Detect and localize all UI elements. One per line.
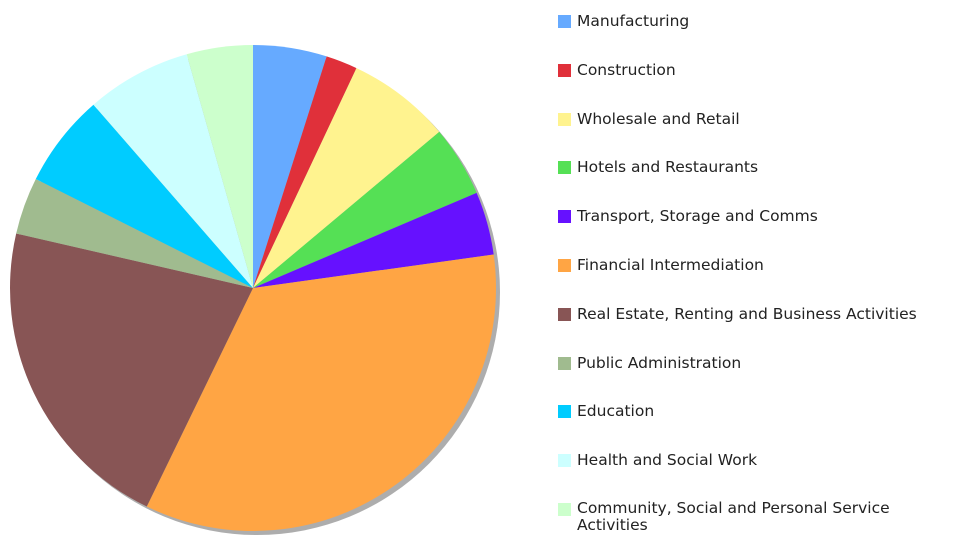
legend-swatch [558, 454, 571, 468]
legend-item: Construction [558, 61, 676, 79]
legend-label: Transport, Storage and Comms [577, 207, 818, 226]
legend-item: Wholesale and Retail [558, 110, 740, 128]
legend-item: Transport, Storage and Comms [558, 207, 818, 225]
pie-slice [146, 254, 496, 531]
legend-label: Financial Intermediation [577, 256, 764, 274]
legend-label: Hotels and Restaurants [577, 158, 759, 177]
legend-item: Manufacturing [558, 12, 689, 30]
legend-label: Wholesale and Retail [577, 109, 740, 128]
legend-label: Public Administration [577, 353, 742, 372]
legend-swatch [558, 63, 571, 77]
legend-label: Health and Social Work [577, 451, 758, 470]
legend-swatch [558, 210, 571, 224]
legend-item: Real Estate, Renting and Business Activi… [558, 305, 917, 323]
legend-item: Health and Social Work [558, 451, 757, 469]
legend-item: Community, Social and Personal Service A… [558, 500, 942, 534]
pie-slice [9, 233, 254, 507]
legend-label: Manufacturing [577, 12, 690, 30]
pie-slice [253, 68, 440, 288]
legend-swatch [558, 259, 571, 272]
legend-label: Real Estate, Renting and Business Activi… [577, 304, 917, 323]
legend-swatch [558, 15, 571, 28]
legend-item: Financial Intermediation [558, 256, 764, 274]
legend-label: Education [577, 402, 655, 421]
pie-slice [253, 131, 477, 288]
legend-swatch [558, 307, 571, 321]
legend-label: Community, Social and Personal Service A… [577, 499, 890, 534]
legend-swatch [558, 161, 571, 175]
pie-area [9, 45, 500, 535]
pie-slice [16, 179, 253, 288]
legend-swatch [558, 405, 571, 419]
legend-swatch [558, 503, 571, 516]
pie-slice [253, 192, 494, 288]
legend-item: Public Administration [558, 354, 741, 372]
legend-item: Hotels and Restaurants [558, 158, 758, 176]
legend-swatch [558, 356, 571, 370]
pie-slice [253, 45, 327, 288]
pie-slice [93, 54, 253, 288]
pie-slice [35, 104, 253, 288]
legend: Manufacturing Construction Wholesale and R… [558, 12, 962, 538]
legend-item: Education [558, 402, 654, 420]
legend-swatch [558, 112, 571, 126]
legend-label: Construction [577, 60, 676, 79]
pie-slice [253, 56, 357, 288]
pie-slice [186, 45, 253, 288]
